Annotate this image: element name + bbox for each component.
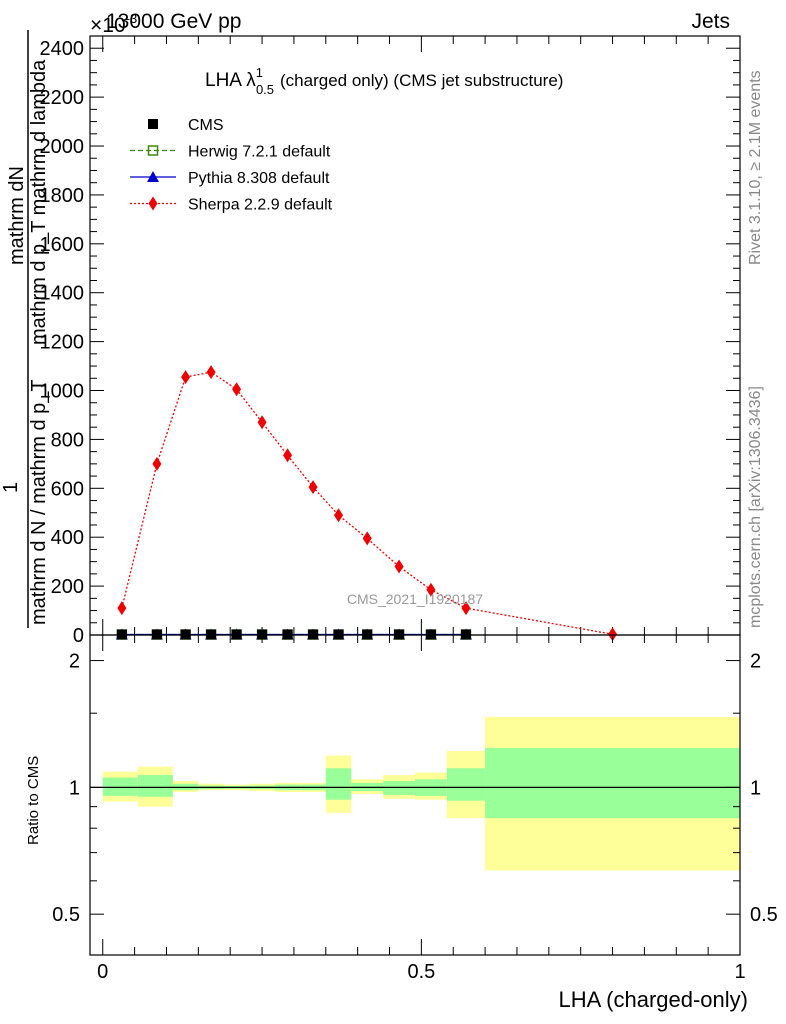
title-main: LHA λ [205, 70, 256, 91]
y-tick-label: 2200 [40, 87, 85, 109]
ratio-y-tick-label: 0.5 [52, 904, 80, 926]
x-tick-label: 1 [734, 961, 745, 983]
main-y-axis: 0 200 400 600 800 1000 1200 1400 1600 1800 2000 220… [40, 38, 740, 647]
marker-sherpa [117, 601, 127, 616]
y-tick-label: 600 [51, 478, 84, 500]
legend-label-sherpa: Sherpa 2.2.9 default [188, 197, 333, 214]
y-tick-label: 1400 [40, 283, 85, 305]
process-label: Jets [691, 10, 730, 33]
legend-label-pythia: Pythia 8.308 default [188, 170, 330, 187]
rivet-label: Rivet 3.1.10, ≥ 2.1M events [747, 70, 764, 265]
y-tick-label: 1800 [40, 185, 85, 207]
marker-sherpa [608, 627, 618, 642]
y-tick-label: 200 [51, 576, 84, 598]
legend: CMS Herwig 7.2.1 default Pythia 8.308 defa… [130, 117, 333, 214]
legend-marker-herwig [147, 145, 159, 156]
analysis-watermark: CMS_2021_I1920187 [347, 591, 483, 607]
mcplots-label: mcplots.cern.ch [arXiv:1306.3436] [747, 386, 764, 628]
y-tick-label: 1600 [40, 234, 85, 256]
main-panel: 0 200 400 600 800 1000 1200 1400 1600 1800 2000 220… [0, 30, 741, 647]
title-sub: 0.5 [256, 82, 274, 97]
y-tick-label: 1000 [40, 381, 85, 403]
marker-sherpa [152, 456, 162, 471]
ratio-frame [89, 634, 741, 956]
title-sup: 1 [256, 65, 263, 80]
ylabel-left-denominator: mathrm d N / mathrm d p_T [28, 379, 50, 625]
marker-sherpa [308, 480, 318, 495]
marker-sherpa [394, 559, 404, 574]
ratio-panel: 0.5 0.51 12 2 0 0.5 1 Ratio to CMS LHA (charg… [25, 634, 778, 1012]
y-tick-label: 1200 [40, 332, 85, 354]
marker-sherpa [426, 582, 436, 597]
marker-sherpa [206, 365, 216, 380]
marker-sherpa [334, 508, 344, 523]
main-y-label: mathrm dN mathrm d p_T mathrm d lambda 1… [0, 30, 50, 628]
y-tick-label: 2400 [40, 38, 85, 60]
legend-marker-cms [148, 119, 158, 129]
y-tick-label: 800 [51, 429, 84, 451]
ratio-y-tick-label-right: 0.5 [750, 904, 778, 926]
ylabel-top-numerator: mathrm dN [6, 166, 28, 265]
ratio-y-tick-label-right: 2 [750, 651, 761, 673]
marker-sherpa [362, 531, 372, 546]
ratio-band-inner [325, 768, 352, 800]
ratio-y-tick-label-right: 1 [750, 777, 761, 799]
marker-sherpa [181, 370, 191, 385]
energy-label: 13000 GeV pp [106, 10, 241, 33]
ratio-y-tick-label: 2 [69, 651, 80, 673]
ratio-band-inner [446, 768, 486, 801]
ratio-band-inner [102, 777, 138, 796]
y-tick-label: 400 [51, 527, 84, 549]
legend-label-herwig: Herwig 7.2.1 default [188, 144, 331, 161]
legend-marker-sherpa [148, 196, 158, 211]
x-tick-label: 0 [97, 961, 108, 983]
ylabel-top-denominator: mathrm d p_T mathrm d lambda [28, 59, 50, 345]
legend-marker-pythia [147, 171, 159, 182]
y-tick-label: 0 [73, 625, 84, 647]
x-tick-label: 0.5 [407, 961, 435, 983]
marker-sherpa [461, 601, 471, 616]
legend-label-cms: CMS [188, 117, 224, 134]
marker-sherpa [257, 415, 267, 430]
ratio-band-inner [485, 748, 740, 819]
ratio-y-tick-label: 1 [69, 777, 80, 799]
exponent-label: ×10-3 [90, 11, 137, 37]
plot-title: LHA λ1 0.5 (charged only) (CMS jet substru… [205, 65, 563, 97]
ratio-x-axis: 0 0.5 1 [97, 635, 746, 983]
x-axis-label: LHA (charged-only) [558, 987, 748, 1012]
y-tick-label: 2000 [40, 136, 85, 158]
series-line-sherpa [121, 371, 613, 635]
ratio-y-label: Ratio to CMS [25, 756, 42, 845]
ratio-y-axis: 0.5 0.5 1 1 2 2 [52, 651, 778, 927]
ratio-bands [102, 716, 740, 871]
marker-sherpa [283, 448, 293, 463]
ratio-band-inner [137, 774, 173, 797]
ylabel-left-numerator: 1 [0, 482, 22, 493]
marker-sherpa [232, 382, 242, 397]
title-rest: (charged only) (CMS jet substructure) [280, 71, 563, 90]
